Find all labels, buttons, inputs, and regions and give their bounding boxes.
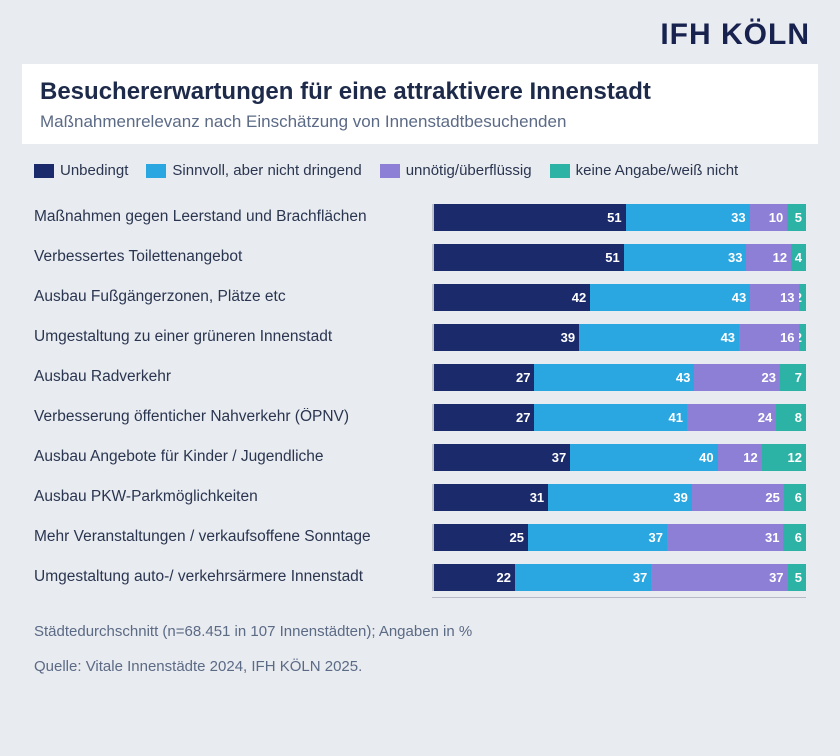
legend-swatch: [146, 164, 166, 178]
row-label: Ausbau Radverkehr: [34, 368, 432, 386]
bar-segment: 33: [626, 204, 750, 231]
bar-wrap: 5133124: [432, 244, 806, 271]
bar-segment: 23: [694, 364, 780, 391]
chart-row: Mehr Veranstaltungen / verkaufsoffene So…: [34, 517, 806, 557]
legend-item: Sinnvoll, aber nicht dringend: [146, 162, 361, 179]
bar-segment: 41: [534, 404, 687, 431]
bar-wrap: 2743237: [432, 364, 806, 391]
chart-row: Ausbau PKW-Parkmöglichkeiten3139256: [34, 477, 806, 517]
legend-label: unnötig/überflüssig: [406, 162, 532, 179]
row-label: Ausbau Fußgängerzonen, Plätze etc: [34, 288, 432, 306]
row-label: Verbesserung öffenticher Nahverkehr (ÖPN…: [34, 408, 432, 426]
bar-segment: 12: [746, 244, 791, 271]
bar-wrap: 37401212: [432, 444, 806, 471]
bar-segment: 5: [787, 204, 806, 231]
bar-segment: 2: [799, 284, 806, 311]
legend-label: Unbedingt: [60, 162, 128, 179]
bar-segment: 43: [590, 284, 750, 311]
bar-segment: 10: [750, 204, 788, 231]
bar-segment: 13: [750, 284, 798, 311]
bar-wrap: 5133105: [432, 204, 806, 231]
chart-subtitle: Maßnahmenrelevanz nach Einschätzung von …: [40, 112, 800, 132]
legend-label: Sinnvoll, aber nicht dringend: [172, 162, 361, 179]
bar-segment: 12: [762, 444, 806, 471]
bar-wrap: 2237375: [432, 564, 806, 591]
bar-segment: 39: [548, 484, 692, 511]
legend-label: keine Angabe/weiß nicht: [576, 162, 739, 179]
bar-segment: 6: [783, 524, 806, 551]
bar-wrap: 2537316: [432, 524, 806, 551]
chart-row: Umgestaltung zu einer grüneren Innenstad…: [34, 317, 806, 357]
bar-segment: 4: [791, 244, 806, 271]
chart-row: Umgestaltung auto-/ verkehrsärmere Innen…: [34, 557, 806, 597]
bar-segment: 51: [434, 244, 624, 271]
bar-segment: 42: [434, 284, 590, 311]
bar-segment: 6: [784, 484, 806, 511]
bar-wrap: 3139256: [432, 484, 806, 511]
legend: Unbedingt Sinnvoll, aber nicht dringend un…: [0, 158, 840, 191]
row-label: Umgestaltung zu einer grüneren Innenstad…: [34, 328, 432, 346]
bar-segment: 37: [651, 564, 787, 591]
row-label: Verbessertes Toilettenangebot: [34, 248, 432, 266]
bar-segment: 27: [434, 364, 534, 391]
stacked-bar-chart: Maßnahmen gegen Leerstand und Brachfläch…: [0, 191, 840, 597]
bar-segment: 22: [434, 564, 515, 591]
chart-row: Ausbau Fußgängerzonen, Plätze etc4243132: [34, 277, 806, 317]
bar-segment: 7: [780, 364, 806, 391]
bar-segment: 37: [528, 524, 667, 551]
legend-item: unnötig/überflüssig: [380, 162, 532, 179]
row-label: Ausbau PKW-Parkmöglichkeiten: [34, 488, 432, 506]
chart-row: Verbesserung öffenticher Nahverkehr (ÖPN…: [34, 397, 806, 437]
legend-swatch: [380, 164, 400, 178]
bar-segment: 31: [667, 524, 783, 551]
chart-row: Verbessertes Toilettenangebot5133124: [34, 237, 806, 277]
bar-segment: 37: [434, 444, 570, 471]
chart-row: Maßnahmen gegen Leerstand und Brachfläch…: [34, 197, 806, 237]
footnote: Städtedurchschnitt (n=68.451 in 107 Inne…: [0, 598, 560, 642]
chart-title: Besuchererwartungen für eine attraktiver…: [40, 78, 800, 106]
chart-row: Ausbau Radverkehr2743237: [34, 357, 806, 397]
row-label: Umgestaltung auto-/ verkehrsärmere Innen…: [34, 568, 432, 586]
bar-wrap: 4243132: [432, 284, 806, 311]
header-block: Besuchererwartungen für eine attraktiver…: [22, 64, 818, 144]
bar-segment: 40: [570, 444, 717, 471]
row-label: Maßnahmen gegen Leerstand und Brachfläch…: [34, 208, 432, 226]
legend-item: keine Angabe/weiß nicht: [550, 162, 739, 179]
bar-segment: 12: [718, 444, 762, 471]
bar-segment: 31: [434, 484, 548, 511]
bar-segment: 37: [515, 564, 651, 591]
bar-segment: 43: [534, 364, 694, 391]
logo: IFH KÖLN: [0, 0, 840, 64]
bar-wrap: 3943162: [432, 324, 806, 351]
bar-segment: 5: [788, 564, 806, 591]
bar-wrap: 2741248: [432, 404, 806, 431]
legend-item: Unbedingt: [34, 162, 128, 179]
chart-row: Ausbau Angebote für Kinder / Jugendliche…: [34, 437, 806, 477]
row-label: Mehr Veranstaltungen / verkaufsoffene So…: [34, 528, 432, 546]
bar-segment: 2: [799, 324, 806, 351]
bar-segment: 33: [624, 244, 747, 271]
bar-segment: 24: [687, 404, 776, 431]
bar-segment: 43: [579, 324, 739, 351]
bar-segment: 51: [434, 204, 626, 231]
bar-segment: 25: [692, 484, 784, 511]
bar-segment: 27: [434, 404, 534, 431]
row-label: Ausbau Angebote für Kinder / Jugendliche: [34, 448, 432, 466]
bar-segment: 25: [434, 524, 528, 551]
legend-swatch: [550, 164, 570, 178]
source-line: Quelle: Vitale Innenstädte 2024, IFH KÖL…: [0, 642, 840, 675]
bar-segment: 16: [739, 324, 799, 351]
bar-segment: 8: [776, 404, 806, 431]
legend-swatch: [34, 164, 54, 178]
bar-segment: 39: [434, 324, 579, 351]
